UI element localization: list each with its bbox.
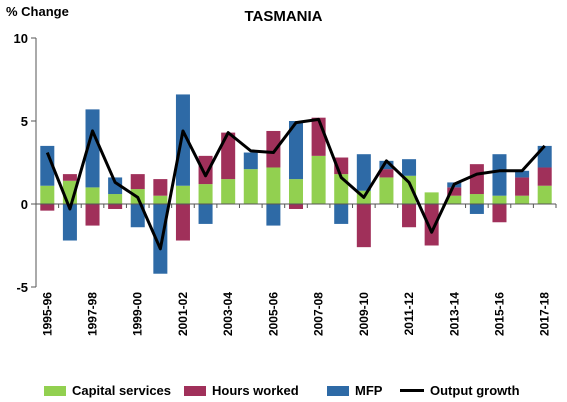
x-tick-label-2003-04: 2003-04 xyxy=(221,292,235,336)
bar-hours-worked-1995-96 xyxy=(40,204,55,211)
chart-legend: Capital services Hours worked MFP Output… xyxy=(0,383,567,401)
bar-capital-services-1995-96 xyxy=(40,185,55,204)
legend-item-capital-services: Capital services xyxy=(44,383,171,398)
bar-mfp-2005-06 xyxy=(266,204,281,226)
bar-hours-worked-2000-01 xyxy=(153,179,168,196)
bar-hours-worked-2016-17 xyxy=(515,177,530,196)
bar-capital-services-2001-02 xyxy=(175,185,190,204)
percent-change-label: % Change xyxy=(6,4,69,19)
bar-hours-worked-1997-98 xyxy=(85,204,100,226)
bar-hours-worked-2006-07 xyxy=(288,204,304,209)
bar-mfp-2004-05 xyxy=(243,152,258,170)
bar-hours-worked-2010-11 xyxy=(379,169,394,178)
legend-label-capital-services: Capital services xyxy=(72,383,172,398)
x-tick-label-2011-12: 2011-12 xyxy=(402,292,416,336)
x-tick-label-2009-10: 2009-10 xyxy=(357,292,371,336)
legend-label-output-growth: Output growth xyxy=(430,383,520,398)
bar-mfp-1995-96 xyxy=(40,145,55,186)
bar-capital-services-2016-17 xyxy=(515,195,530,204)
chart-title: TASMANIA xyxy=(244,8,323,25)
bar-mfp-2014-15 xyxy=(469,204,484,214)
bar-hours-worked-2015-16 xyxy=(492,204,507,223)
legend-label-hours-worked: Hours worked xyxy=(212,383,299,398)
bar-hours-worked-2013-14 xyxy=(447,187,462,196)
x-tick-label-2015-16: 2015-16 xyxy=(492,292,506,336)
bar-hours-worked-1998-99 xyxy=(108,204,123,209)
x-tick-label-2005-06: 2005-06 xyxy=(266,292,280,336)
x-tick-label-2013-14: 2013-14 xyxy=(447,292,461,336)
bar-mfp-1997-98 xyxy=(85,109,100,188)
bar-hours-worked-2011-12 xyxy=(402,204,417,228)
y-tick-label-0: 0 xyxy=(21,197,28,212)
x-tick-label-1999-00: 1999-00 xyxy=(131,292,145,336)
bar-mfp-2008-09 xyxy=(334,204,349,224)
bar-capital-services-2010-11 xyxy=(379,177,394,204)
bar-mfp-2002-03 xyxy=(198,204,213,224)
bar-capital-services-2015-16 xyxy=(492,195,507,204)
bar-mfp-2010-11 xyxy=(379,160,394,170)
bar-capital-services-2017-18 xyxy=(537,185,552,204)
y-tick-label-5: 5 xyxy=(21,114,28,129)
x-tick-label-2017-18: 2017-18 xyxy=(538,292,552,336)
legend-item-mfp: MFP xyxy=(327,383,382,398)
legend-swatch-capital-services xyxy=(44,385,66,396)
bar-hours-worked-2014-15 xyxy=(469,164,484,195)
bar-hours-worked-2009-10 xyxy=(356,204,371,248)
bar-hours-worked-2017-18 xyxy=(537,167,552,186)
x-tick-label-1995-96: 1995-96 xyxy=(40,292,54,336)
bar-capital-services-2011-12 xyxy=(402,175,417,204)
bar-capital-services-2003-04 xyxy=(221,179,236,204)
bar-hours-worked-1996-97 xyxy=(62,174,77,181)
x-tick-label-2001-02: 2001-02 xyxy=(176,292,190,336)
bar-mfp-1998-99 xyxy=(108,177,123,195)
bar-capital-services-2006-07 xyxy=(288,179,304,204)
bar-mfp-1996-97 xyxy=(62,204,77,241)
legend-item-output-growth: Output growth xyxy=(400,383,520,398)
bar-capital-services-2002-03 xyxy=(198,184,213,204)
bar-hours-worked-1999-00 xyxy=(130,174,145,190)
bar-hours-worked-2012-13 xyxy=(424,204,439,246)
bar-hours-worked-2005-06 xyxy=(266,130,281,168)
bar-hours-worked-2001-02 xyxy=(175,204,190,241)
x-tick-label-2007-08: 2007-08 xyxy=(312,292,326,336)
bar-mfp-2006-07 xyxy=(288,121,304,180)
bar-mfp-2001-02 xyxy=(175,94,190,186)
y-tick-label--5: -5 xyxy=(16,280,28,295)
x-tick-label-1997-98: 1997-98 xyxy=(86,292,100,336)
bar-capital-services-2007-08 xyxy=(311,155,326,204)
bar-capital-services-2013-14 xyxy=(447,195,462,204)
bar-capital-services-2005-06 xyxy=(266,167,281,204)
line-output-growth xyxy=(45,117,546,251)
legend-swatch-output-growth xyxy=(400,389,424,392)
bar-mfp-2009-10 xyxy=(356,154,371,191)
legend-swatch-mfp xyxy=(327,385,349,396)
y-tick-label-10: 10 xyxy=(14,31,28,46)
bar-mfp-1999-00 xyxy=(130,204,145,228)
legend-item-hours-worked: Hours worked xyxy=(184,383,299,398)
bar-mfp-2015-16 xyxy=(492,154,507,196)
bar-capital-services-2004-05 xyxy=(243,169,258,204)
bar-capital-services-2012-13 xyxy=(424,192,439,204)
bar-capital-services-1997-98 xyxy=(85,187,100,204)
bar-hours-worked-2003-04 xyxy=(221,132,236,180)
bar-capital-services-2000-01 xyxy=(153,195,168,204)
bar-mfp-2011-12 xyxy=(402,159,417,176)
legend-label-mfp: MFP xyxy=(355,383,383,398)
bar-capital-services-1998-99 xyxy=(108,194,123,204)
legend-swatch-hours-worked xyxy=(184,385,206,396)
bar-capital-services-2014-15 xyxy=(469,194,484,204)
bar-hours-worked-2002-03 xyxy=(198,155,213,185)
bar-mfp-2016-17 xyxy=(515,170,530,178)
bar-mfp-2000-01 xyxy=(153,204,168,274)
